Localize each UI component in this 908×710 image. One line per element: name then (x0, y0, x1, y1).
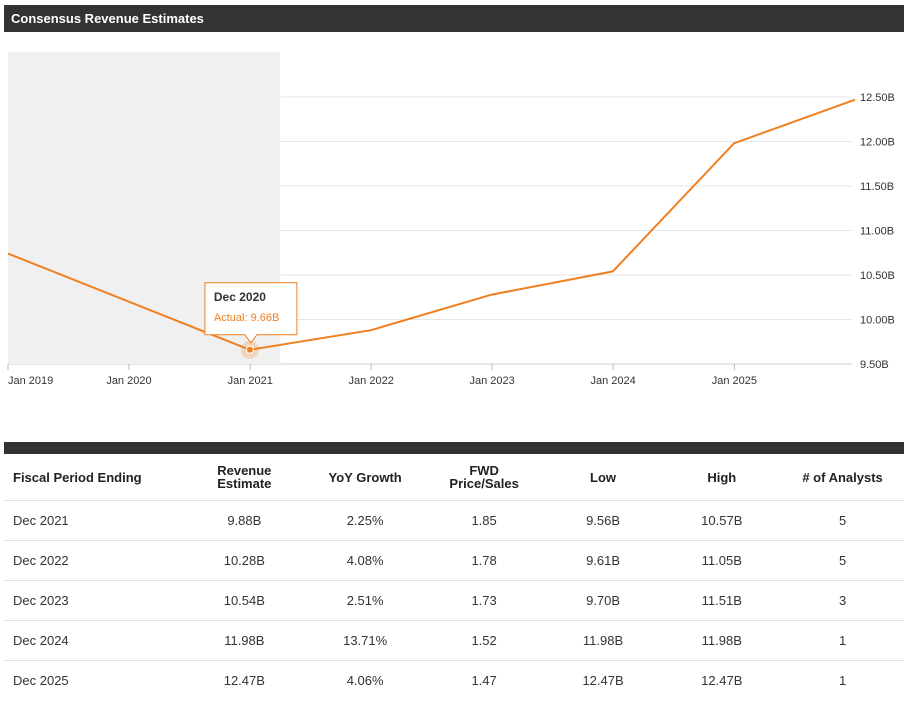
table-cell: 9.88B (182, 500, 306, 541)
column-header: Low (543, 454, 663, 501)
table-cell: 1 (781, 620, 904, 661)
column-header: Fiscal Period Ending (4, 454, 183, 501)
column-header: YoY Growth (305, 454, 425, 501)
table-cell: 1.73 (424, 580, 544, 621)
table-cell: 1 (838, 673, 847, 688)
table-cell: 4.06% (346, 673, 384, 688)
x-tick-label: Jan 2021 (228, 375, 273, 387)
table-cell: 13.71% (305, 620, 425, 661)
table-cell: 9.56B (543, 500, 663, 541)
table-row: Dec 2022 10.28B 4.08% 1.78 9.61B 11.05B 5 (4, 540, 904, 581)
y-tick-label: 10.00B (860, 315, 895, 327)
table-cell: 11.51B (662, 580, 782, 621)
y-tick-label: 10.50B (860, 270, 895, 282)
table-cell: 10.57B (662, 500, 782, 541)
column-header: FWD Price/Sales (424, 454, 544, 501)
table-cell: 11.98B (182, 620, 306, 661)
revenue-line-chart[interactable]: Jan 2019 Jan 2020 Jan 2021 Jan 2022 Jan 2023… (0, 40, 908, 400)
table-cell: 12.47B (582, 673, 624, 688)
table-cell: 5 (781, 540, 904, 581)
table-row: Dec 2023 10.54B 2.51% 1.73 9.70B 11.51B 3 (4, 580, 904, 621)
table-cell: 1.78 (424, 540, 544, 581)
table-cell: 1.52 (424, 620, 544, 661)
table-cell: 10.28B (182, 540, 306, 581)
x-axis: Jan 2019 Jan 2020 Jan 2021 Jan 2022 Jan 2023… (7, 364, 757, 387)
chart-title: Consensus Revenue Estimates (11, 11, 204, 26)
data-point-marker[interactable] (245, 345, 254, 354)
table-cell: 12.47B (223, 673, 265, 688)
x-tick-label: Jan 2020 (106, 375, 151, 387)
table-cell: 5 (781, 500, 904, 541)
table-row: Dec 2021 9.88B 2.25% 1.85 9.56B 10.57B 5 (4, 500, 904, 541)
x-tick-label: Jan 2025 (712, 375, 757, 387)
table-cell: 9.61B (543, 540, 663, 581)
y-tick-label: 12.50B (860, 92, 895, 104)
column-header: # of Analysts (781, 454, 904, 501)
table-cell: 4.08% (305, 540, 425, 581)
table-cell: Dec 2024 (4, 620, 183, 661)
table-header-bar (4, 442, 904, 454)
table-cell: 1.85 (424, 500, 544, 541)
y-axis: 9.50B 10.00B 10.50B 11.00B 11.50B 12.00B 12.50… (860, 92, 895, 371)
table-cell: 11.98B (662, 620, 782, 661)
table-cell: 11.98B (543, 620, 663, 661)
table-cell: 2.51% (305, 580, 425, 621)
x-tick-label: Jan 2022 (349, 375, 394, 387)
y-tick-label: 11.00B (860, 226, 894, 238)
y-tick-label: 11.50B (860, 181, 894, 193)
table-cell: Dec 2021 (4, 500, 183, 541)
tooltip-box (204, 282, 298, 344)
column-header: High (662, 454, 782, 501)
x-tick-label: Jan 2019 (8, 375, 53, 387)
table-cell: 1.47 (471, 673, 497, 688)
tooltip-title: Dec 2020 (214, 290, 266, 304)
table-row: Dec 2024 11.98B 13.71% 1.52 11.98B 11.98B 1 (4, 620, 904, 661)
table-header-row: Fiscal Period Ending Revenue Estimate YoY G… (4, 454, 904, 501)
x-tick-label: Jan 2023 (470, 375, 515, 387)
table-cell: Dec 2023 (4, 580, 183, 621)
tooltip-value: Actual: 9.66B (214, 312, 279, 324)
table-cell: 10.54B (182, 580, 306, 621)
table-cell: Dec 2022 (4, 540, 183, 581)
tooltip: Dec 2020 Actual: 9.66B (204, 282, 298, 359)
table-body: Dec 2021 9.88B 2.25% 1.85 9.56B 10.57B 5 Dec 20… (4, 500, 904, 701)
table-row: Dec 2025 12.47B 4.06% 1.47 12.47B 12.47B 1 (4, 661, 904, 701)
y-tick-label: 9.50B (860, 359, 889, 371)
y-tick-label: 12.00B (860, 137, 895, 149)
estimates-table: Fiscal Period Ending Revenue Estimate YoY G… (4, 454, 904, 700)
x-tick-label: Jan 2024 (590, 375, 635, 387)
chart-header: Consensus Revenue Estimates (4, 5, 904, 32)
table-cell: 3 (781, 580, 904, 621)
table-cell: 12.47B (701, 673, 743, 688)
table-cell: 2.25% (305, 500, 425, 541)
column-header: Revenue Estimate (182, 454, 306, 501)
table-cell: 9.70B (543, 580, 663, 621)
table-cell: 11.05B (662, 540, 782, 581)
table-cell: Dec 2025 (13, 673, 69, 688)
